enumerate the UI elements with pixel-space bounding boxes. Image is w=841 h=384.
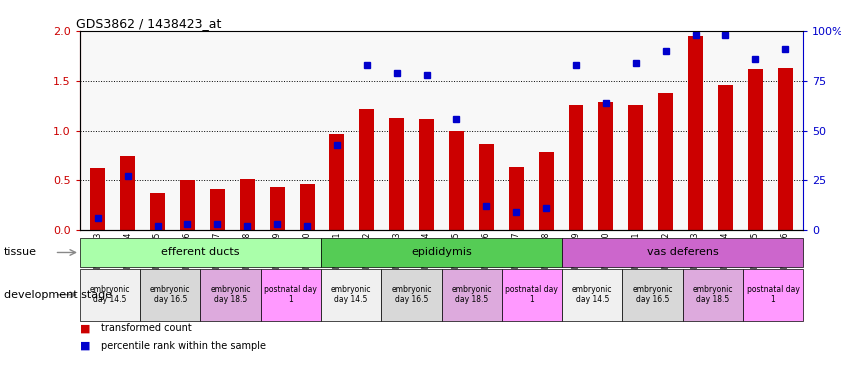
Bar bbox=[180, 180, 195, 230]
Text: ■: ■ bbox=[80, 323, 90, 333]
Text: GDS3862 / 1438423_at: GDS3862 / 1438423_at bbox=[77, 17, 222, 30]
Text: embryonic
day 16.5: embryonic day 16.5 bbox=[632, 285, 673, 305]
Text: vas deferens: vas deferens bbox=[647, 247, 718, 258]
Text: embryonic
day 16.5: embryonic day 16.5 bbox=[391, 285, 431, 305]
Bar bbox=[321, 238, 562, 267]
Bar bbox=[151, 194, 165, 230]
Text: tissue: tissue bbox=[4, 247, 37, 258]
Bar bbox=[502, 269, 562, 321]
Bar bbox=[479, 144, 494, 230]
Bar bbox=[270, 187, 284, 230]
Bar bbox=[80, 269, 140, 321]
Bar bbox=[120, 156, 135, 230]
Text: embryonic
day 18.5: embryonic day 18.5 bbox=[210, 285, 251, 305]
Text: percentile rank within the sample: percentile rank within the sample bbox=[101, 341, 266, 351]
Bar bbox=[80, 238, 321, 267]
Text: embryonic
day 18.5: embryonic day 18.5 bbox=[692, 285, 733, 305]
Text: embryonic
day 14.5: embryonic day 14.5 bbox=[572, 285, 612, 305]
Bar bbox=[718, 84, 733, 230]
Text: transformed count: transformed count bbox=[101, 323, 192, 333]
Bar bbox=[449, 131, 464, 230]
Bar bbox=[599, 102, 613, 230]
Bar bbox=[90, 169, 105, 230]
Bar bbox=[659, 93, 673, 230]
Bar bbox=[538, 152, 553, 230]
Text: embryonic
day 16.5: embryonic day 16.5 bbox=[150, 285, 191, 305]
Bar bbox=[748, 69, 763, 230]
Text: postnatal day
1: postnatal day 1 bbox=[505, 285, 558, 305]
Bar bbox=[562, 269, 622, 321]
Bar bbox=[569, 104, 584, 230]
Text: ■: ■ bbox=[80, 341, 90, 351]
Text: embryonic
day 14.5: embryonic day 14.5 bbox=[90, 285, 130, 305]
Bar bbox=[389, 118, 405, 230]
Text: embryonic
day 18.5: embryonic day 18.5 bbox=[452, 285, 492, 305]
Bar bbox=[562, 238, 803, 267]
Bar bbox=[381, 269, 442, 321]
Text: postnatal day
1: postnatal day 1 bbox=[747, 285, 800, 305]
Bar bbox=[743, 269, 803, 321]
Bar bbox=[321, 269, 381, 321]
Bar bbox=[683, 269, 743, 321]
Bar bbox=[330, 134, 345, 230]
Text: efferent ducts: efferent ducts bbox=[161, 247, 240, 258]
Bar bbox=[140, 269, 200, 321]
Bar bbox=[261, 269, 321, 321]
Text: embryonic
day 14.5: embryonic day 14.5 bbox=[331, 285, 372, 305]
Text: epididymis: epididymis bbox=[411, 247, 472, 258]
Text: postnatal day
1: postnatal day 1 bbox=[264, 285, 317, 305]
Bar bbox=[442, 269, 502, 321]
Bar bbox=[299, 184, 315, 230]
Bar bbox=[509, 167, 524, 230]
Bar bbox=[210, 189, 225, 230]
Bar bbox=[240, 179, 255, 230]
Bar bbox=[200, 269, 261, 321]
Text: development stage: development stage bbox=[4, 290, 113, 300]
Bar bbox=[778, 68, 793, 230]
Bar bbox=[419, 119, 434, 230]
Bar bbox=[359, 109, 374, 230]
Bar bbox=[628, 104, 643, 230]
Bar bbox=[622, 269, 683, 321]
Bar bbox=[688, 36, 703, 230]
